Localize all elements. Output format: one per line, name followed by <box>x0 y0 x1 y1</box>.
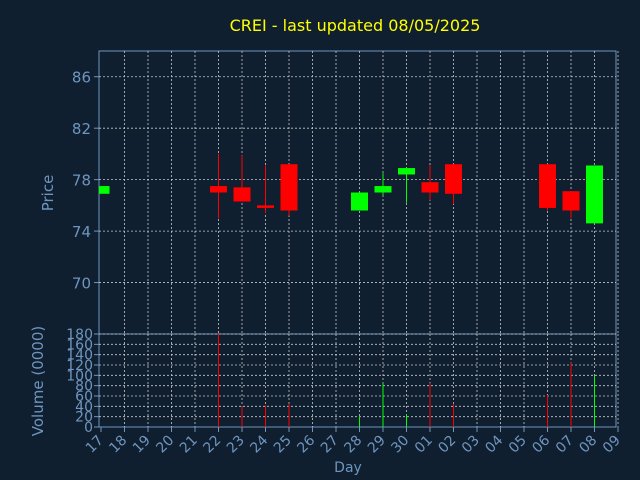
price-tick-label: 70 <box>72 275 91 293</box>
date-tick-label: 17 <box>83 433 107 457</box>
price-tick-label: 82 <box>72 120 91 138</box>
date-tick-label: 30 <box>388 433 412 457</box>
price-tick-label: 74 <box>72 223 91 241</box>
candle-body <box>233 187 251 202</box>
volume-plot-frame <box>98 333 617 428</box>
candle-body <box>210 186 227 193</box>
date-tick-label: 25 <box>271 433 295 457</box>
volume-tick-label: 120 <box>66 358 93 374</box>
candle-body <box>445 164 462 194</box>
volume-tick-label: 160 <box>66 337 93 353</box>
date-tick-label: 29 <box>365 433 389 457</box>
volume-tick-label: 80 <box>75 379 93 395</box>
volume-tick-label: 100 <box>66 368 93 384</box>
candle-body <box>351 192 368 211</box>
volume-tick-label: 40 <box>75 399 93 415</box>
candle-body <box>562 191 580 211</box>
volume-tick-label: 60 <box>75 389 93 405</box>
date-tick-label: 06 <box>529 432 553 456</box>
date-tick-label: 23 <box>224 433 248 457</box>
price-tick-label: 86 <box>72 69 91 87</box>
candle-body <box>421 182 439 193</box>
date-tick-label: 09 <box>600 433 624 457</box>
candle-body <box>257 205 274 208</box>
price-panel: 70 74 78 82 86 <box>72 50 619 335</box>
date-tick-label: 01 <box>412 433 436 457</box>
date-tick-label: 19 <box>130 433 154 457</box>
candle-body <box>280 164 298 211</box>
price-axis-label: Price <box>39 175 57 212</box>
date-tick-label: 26 <box>294 432 318 456</box>
volume-axis-label: Volume (0000) <box>29 326 47 436</box>
volume-tick-label: 180 <box>66 327 93 343</box>
candle-body <box>586 165 603 224</box>
date-tick-label: 05 <box>506 433 530 457</box>
candle-body <box>539 164 556 208</box>
candle-body <box>374 186 392 193</box>
date-tick-label: 02 <box>435 433 459 457</box>
date-tick-label: 18 <box>106 433 130 457</box>
x-axis-label: Day <box>334 460 362 476</box>
volume-tick-label: 20 <box>75 410 93 426</box>
date-tick-label: 20 <box>153 433 177 457</box>
candle-body <box>398 168 415 175</box>
date-tick-label: 08 <box>576 433 600 457</box>
volume-tick-label: 0 <box>84 420 93 436</box>
candle-body <box>99 186 110 194</box>
volume-tick-label: 140 <box>66 348 93 364</box>
date-tick-label: 07 <box>553 433 577 457</box>
price-tick-label: 78 <box>72 172 91 190</box>
date-tick-label: 04 <box>482 432 506 456</box>
date-tick-label: 24 <box>247 432 271 456</box>
date-tick-label: 27 <box>318 433 342 457</box>
date-tick-label: 21 <box>177 433 201 457</box>
date-tick-label: 03 <box>459 433 483 457</box>
date-tick-label: 28 <box>341 433 365 457</box>
chart-title: CREI - last updated 08/05/2025 <box>230 16 481 35</box>
date-tick-label: 22 <box>200 433 224 457</box>
